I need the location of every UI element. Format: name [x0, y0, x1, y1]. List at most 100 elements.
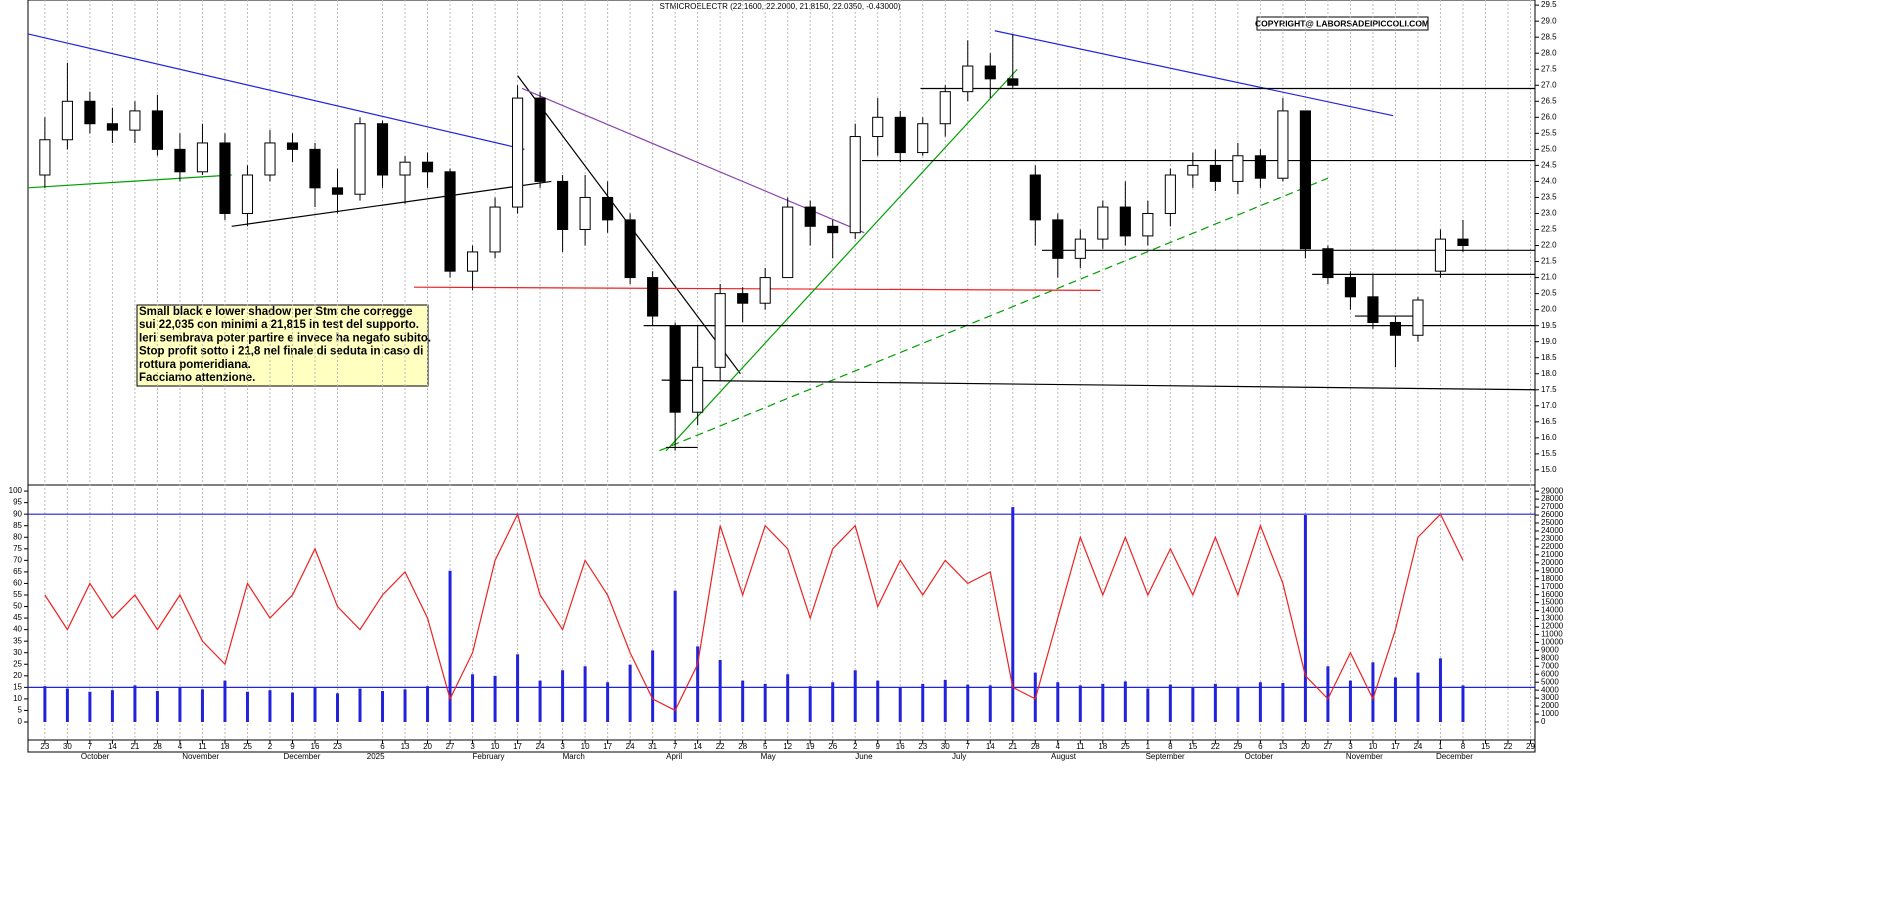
y2-tick-label: 6000 [1541, 669, 1559, 678]
candle-body [354, 123, 366, 195]
y2-tick-label: 4000 [1541, 685, 1559, 694]
candle-body [444, 171, 456, 272]
x-tick-label: 15 [1481, 742, 1490, 751]
x-tick-label: 2 [268, 742, 273, 751]
month-label: 2025 [367, 752, 385, 761]
volume-bar [290, 692, 294, 723]
candle-body [714, 293, 726, 368]
frame [27, 0, 1536, 753]
month-label: April [666, 752, 682, 761]
candle-body [421, 161, 434, 173]
candle-body [399, 161, 411, 176]
y-tick-label: 26.5 [1541, 96, 1557, 105]
y-tick-label: 20.5 [1541, 289, 1557, 298]
y-tick-label: 90 [13, 509, 22, 518]
candle-body [894, 116, 906, 154]
candle-body [1007, 78, 1019, 86]
candle-body [849, 136, 861, 234]
chart-title: STMICROELECTR (22.1600, 22.2000, 21.8150… [659, 2, 900, 11]
x-tick-label: 9 [290, 742, 295, 751]
y-tick-label: 21.5 [1541, 257, 1557, 266]
y2-tick-label: 3000 [1541, 693, 1559, 702]
candle-body [1434, 238, 1447, 272]
y2-tick-label: 15000 [1541, 598, 1564, 607]
x-tick-label: 16 [311, 742, 320, 751]
x-tick-label: 3 [1348, 742, 1353, 751]
x-tick-label: 29 [1233, 742, 1242, 751]
x-tick-label: 28 [1031, 742, 1040, 751]
x-tick-label: 18 [221, 742, 230, 751]
volume-bar [921, 683, 925, 723]
volume-bar [448, 570, 452, 723]
y-tick-label: 50 [13, 602, 22, 611]
volume-bar [133, 685, 137, 723]
candle-body [939, 91, 951, 125]
x-tick-label: 20 [423, 742, 432, 751]
y-tick-label: 18.0 [1541, 369, 1557, 378]
volume-bar [516, 654, 520, 723]
y2-tick-label: 17000 [1541, 582, 1564, 591]
x-tick-label: 27 [1323, 742, 1332, 751]
x-tick-label: 3 [560, 742, 565, 751]
volume-bar [718, 659, 722, 723]
volume-bar [313, 686, 317, 723]
x-tick-label: 10 [491, 742, 500, 751]
y2-tick-label: 23000 [1541, 534, 1564, 543]
x-tick-label: 2 [853, 742, 858, 751]
x-tick-label: 7 [88, 742, 93, 751]
annotation-line: Ieri sembrava poter partire e invece ha … [139, 332, 431, 344]
month-label: August [1051, 752, 1077, 761]
candle-body [1119, 206, 1131, 237]
y-tick-label: 19.0 [1541, 337, 1557, 346]
volume-bar [943, 679, 947, 723]
volume-bar [1101, 683, 1105, 723]
y-tick-label: 30 [13, 648, 22, 657]
volume-bar [538, 680, 542, 723]
candle-body [151, 110, 163, 150]
candle-body [219, 142, 231, 214]
y-tick-label: 26.0 [1541, 112, 1557, 121]
month-label: October [1245, 752, 1274, 761]
volume-bar [1011, 507, 1015, 723]
x-tick-label: 10 [1368, 742, 1377, 751]
volume-bar [110, 690, 114, 723]
x-tick-label: 23 [40, 742, 49, 751]
candle-body [1322, 248, 1334, 279]
candle-body [1277, 110, 1289, 179]
x-tick-label: 17 [513, 742, 522, 751]
annotation-line: Small black e lower shadow per Stm che c… [139, 306, 413, 318]
x-tick-label: 6 [380, 742, 385, 751]
trend-line [27, 174, 232, 189]
y-tick-label: 45 [13, 613, 22, 622]
candle-body [1029, 174, 1041, 221]
x-tick-label: 24 [626, 742, 635, 751]
trend-line [661, 379, 1536, 391]
x-tick-label: 17 [1391, 742, 1400, 751]
y2-tick-label: 8000 [1541, 653, 1559, 662]
volume-bar [1348, 680, 1352, 723]
x-tick-label: 15 [1188, 742, 1197, 751]
y-tick-label: 23.0 [1541, 209, 1557, 218]
x-tick-label: 18 [1098, 742, 1107, 751]
x-tick-label: 6 [1258, 742, 1263, 751]
annotation-line: rottura pomeridiana. [139, 359, 251, 371]
x-tick-label: 30 [63, 742, 72, 751]
y-tick-label: 27.0 [1541, 80, 1557, 89]
volume-bar [786, 674, 790, 723]
candle-body [624, 219, 636, 279]
y-tick-label: 22.0 [1541, 241, 1557, 250]
y-tick-label: 19.5 [1541, 321, 1557, 330]
x-tick-label: 22 [1211, 742, 1220, 751]
month-label: May [761, 752, 776, 761]
y-tick-label: 28.0 [1541, 48, 1557, 57]
annotation: Small black e lower shadow per Stm che c… [139, 306, 431, 384]
volume-bar [1416, 672, 1420, 723]
x-tick-label: 25 [243, 742, 252, 751]
candle-body [241, 174, 254, 214]
volume-bar [178, 687, 182, 723]
y-tick-label: 20 [13, 671, 22, 680]
volume-bar [336, 693, 340, 723]
candle-body [1299, 110, 1311, 250]
candle-body [1344, 277, 1356, 298]
